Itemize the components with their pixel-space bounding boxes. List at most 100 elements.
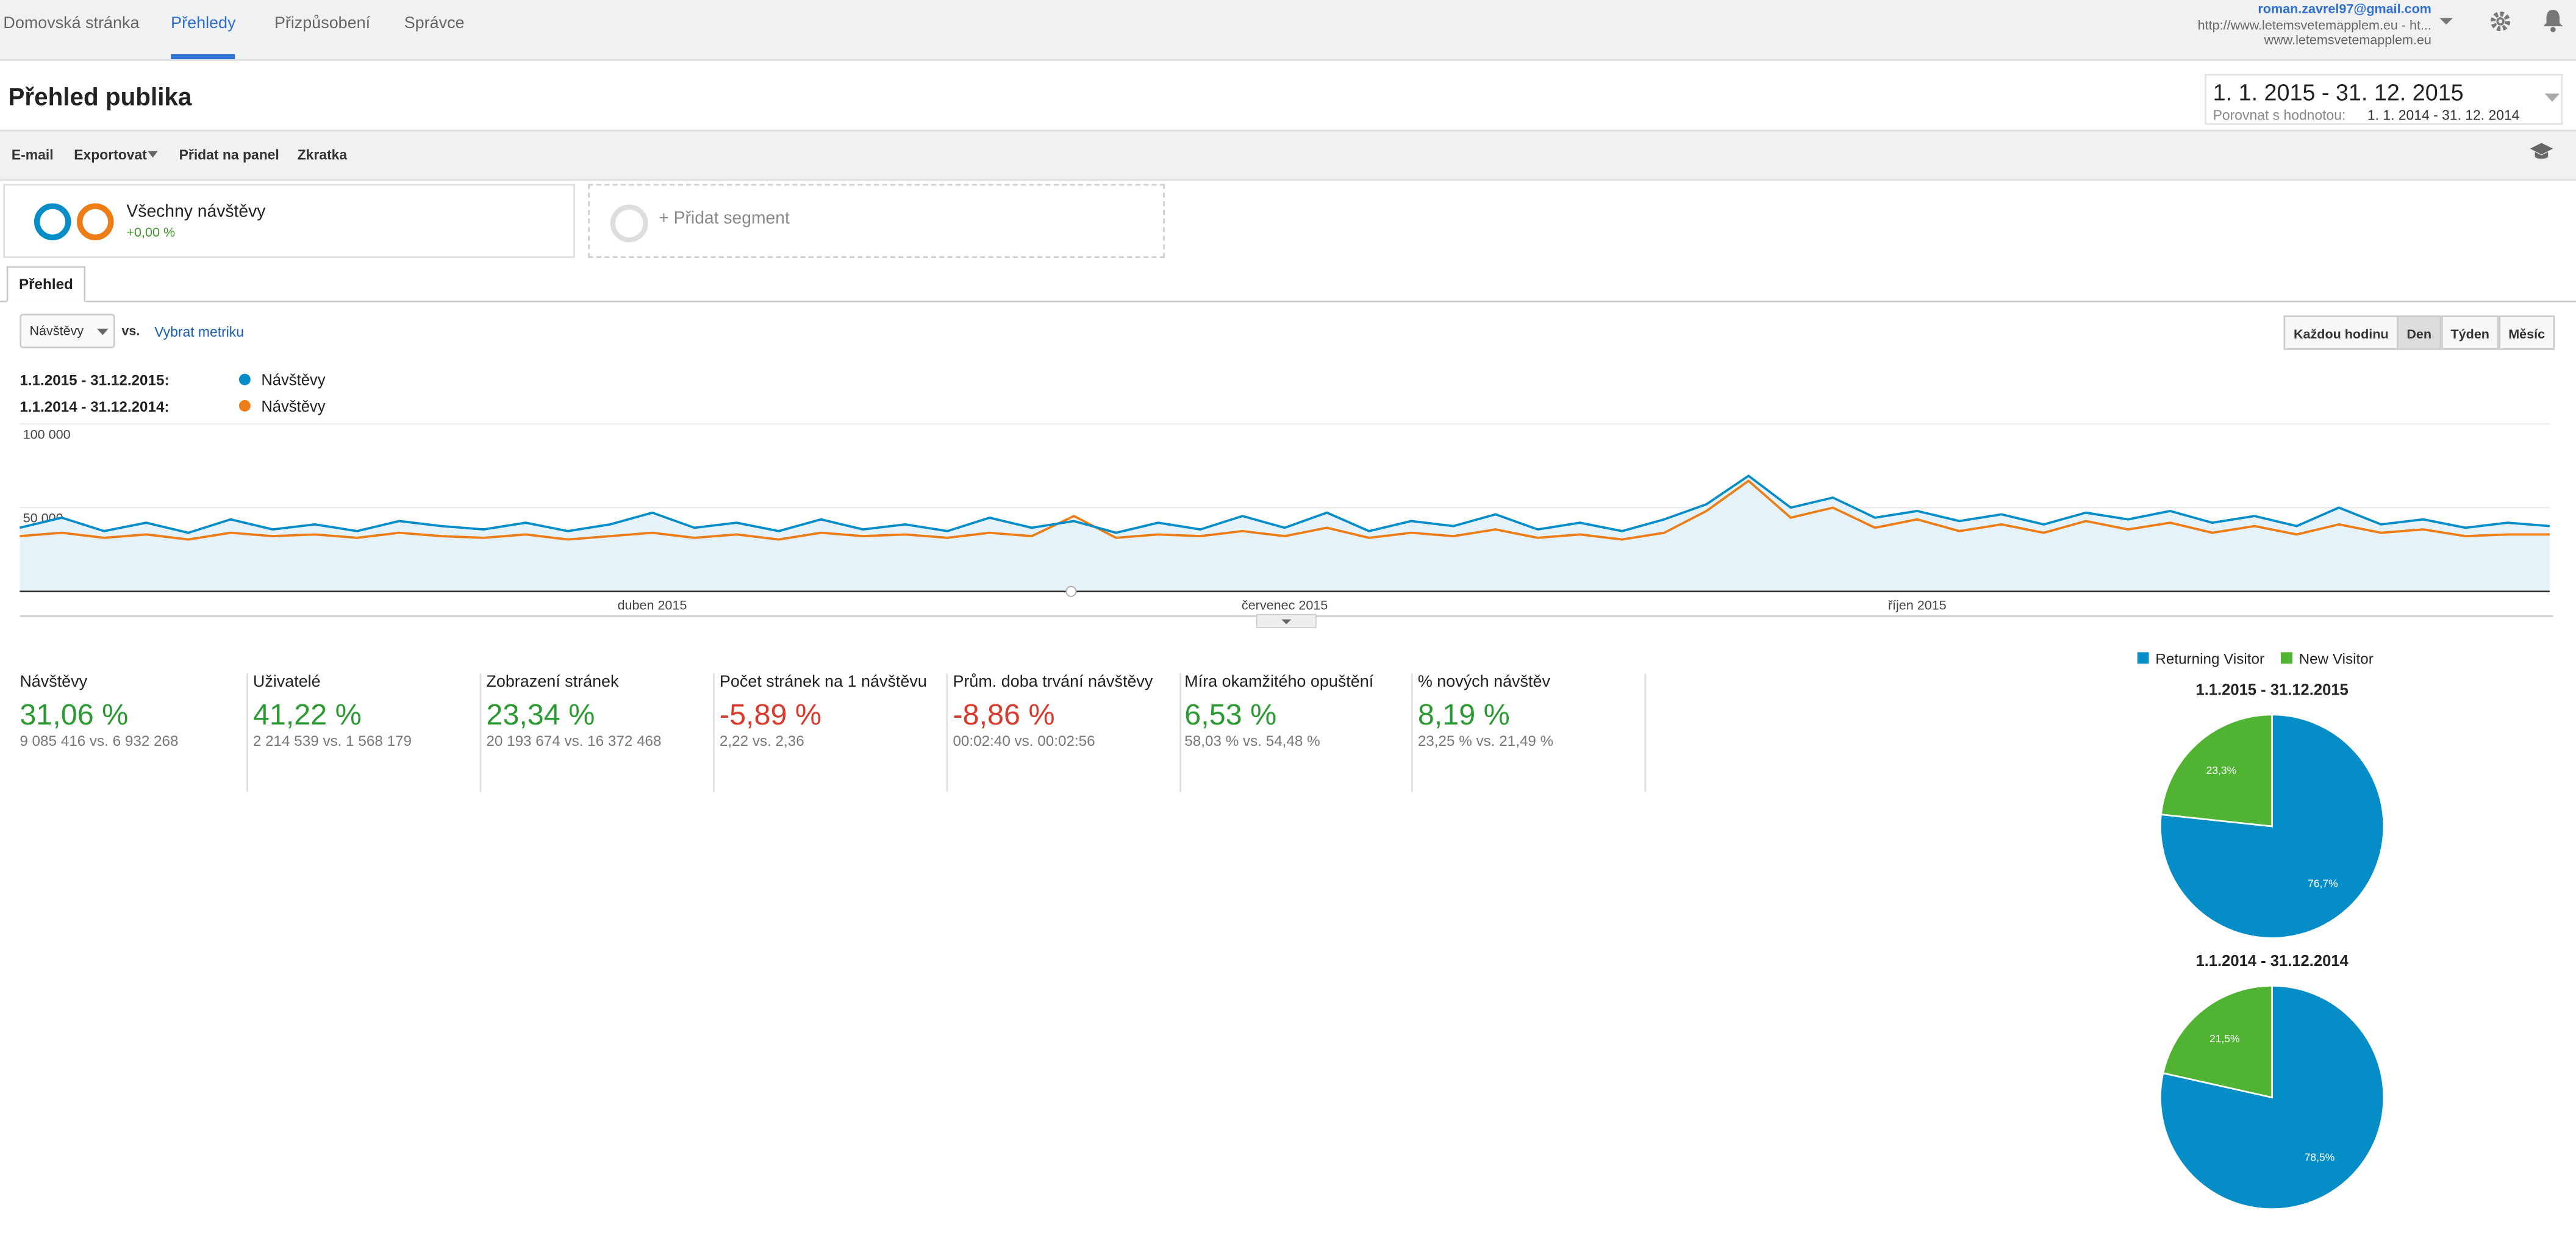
metric-name: % nových návštěv bbox=[1417, 673, 1550, 692]
metric-card[interactable]: Zobrazení stránek 23,34 % 20 193 674 vs. 1… bbox=[486, 673, 715, 792]
legend-marker bbox=[238, 399, 251, 412]
account-url: www.letemsvetemapplem.eu bbox=[2264, 32, 2431, 48]
top-nav: Domovská stránka Přehledy Přizpůsobení Sprá… bbox=[0, 0, 2576, 61]
pie-label: 78,5% bbox=[2305, 1151, 2335, 1163]
toolbar: E-mail Exportovat Přidat na panel Zkratka bbox=[0, 129, 2576, 181]
metric-change: -5,89 % bbox=[719, 698, 822, 731]
legend-name: Návštěvy bbox=[261, 372, 325, 389]
tab[interactable]: Přehled bbox=[6, 266, 86, 302]
legend-period: 1.1.2015 - 31.12.2015: bbox=[20, 373, 169, 389]
legend-marker bbox=[238, 373, 251, 385]
legend-label: Returning Visitor bbox=[2155, 651, 2264, 667]
nav-item[interactable]: Domovská stránka bbox=[3, 15, 140, 33]
metric-detail: 58,03 % vs. 54,48 % bbox=[1184, 732, 1320, 750]
notifications-icon[interactable] bbox=[2541, 8, 2564, 32]
metric-detail: 23,25 % vs. 21,49 % bbox=[1417, 732, 1554, 750]
pie-title: 1.1.2015 - 31.12.2015 bbox=[2195, 682, 2348, 699]
metric-detail: 2 214 539 vs. 1 568 179 bbox=[252, 732, 412, 750]
page-title: Přehled publika bbox=[8, 84, 192, 112]
segment-add-label: + Přidat segment bbox=[659, 209, 790, 229]
segment-add-icon bbox=[610, 204, 648, 243]
academy-icon[interactable] bbox=[2528, 141, 2555, 161]
granularity-button[interactable]: Každou hodinu bbox=[2283, 315, 2399, 350]
legend-label: New Visitor bbox=[2299, 651, 2374, 667]
granularity-button[interactable]: Měsíc bbox=[2499, 315, 2555, 350]
pie-label: 76,7% bbox=[2308, 877, 2338, 889]
pie-label: 21,5% bbox=[2209, 1032, 2240, 1045]
nav-item[interactable]: Správce bbox=[404, 15, 465, 33]
y-tick-label: 100 000 bbox=[23, 426, 71, 442]
metric-card[interactable]: Počet stránek na 1 návštěvu -5,89 % 2,22 v… bbox=[720, 673, 948, 792]
account-dropdown[interactable] bbox=[2438, 15, 2455, 28]
segment-icons bbox=[34, 203, 114, 240]
toolbar-item[interactable]: Přidat na panel bbox=[179, 146, 279, 163]
legend-swatch bbox=[2137, 652, 2149, 664]
pie-slice bbox=[2162, 984, 2273, 1099]
metric-change: 31,06 % bbox=[20, 698, 129, 731]
account-site: http://www.letemsvetemapplem.eu - ht... bbox=[2197, 17, 2431, 32]
segment-name: Všechny návštěvy bbox=[126, 202, 266, 222]
series-line bbox=[19, 474, 2550, 534]
metric-name: Míra okamžitého opuštění bbox=[1184, 673, 1374, 692]
toolbar-item[interactable]: E-mail bbox=[11, 146, 54, 163]
date-range-picker[interactable]: 1. 1. 2015 - 31. 12. 2015 Porovnat s hod… bbox=[2205, 74, 2563, 125]
toolbar-item[interactable]: Zkratka bbox=[297, 146, 348, 163]
metric-detail: 00:02:40 vs. 00:02:56 bbox=[953, 732, 1095, 750]
date-dropdown bbox=[2544, 93, 2560, 102]
metric-name: Uživatelé bbox=[252, 673, 321, 692]
segment-active[interactable]: Všechny návštěvy +0,00 % bbox=[3, 184, 575, 258]
account-email: roman.zavrel97@gmail.com bbox=[2258, 1, 2431, 16]
compare-label: Porovnat s hodnotou: bbox=[2213, 107, 2346, 124]
legend-swatch bbox=[2281, 652, 2292, 664]
metric-card[interactable]: Prům. doba trvání návštěvy -8,86 % 00:02:4… bbox=[953, 673, 1181, 792]
metric-select-label: Návštěvy bbox=[29, 323, 84, 338]
pie-label: 23,3% bbox=[2206, 764, 2237, 776]
metric-change: 8,19 % bbox=[1417, 698, 1510, 731]
segment-add[interactable]: + Přidat segment bbox=[588, 184, 1165, 258]
metric-change: 23,34 % bbox=[486, 698, 595, 731]
pie-charts: Returning Visitor New Visitor 1.1.2015 - 3… bbox=[2137, 651, 2385, 1210]
metric-change: 41,22 % bbox=[252, 698, 362, 731]
export-caret bbox=[148, 151, 158, 158]
toolbar-item[interactable]: Exportovat bbox=[74, 146, 147, 163]
tab-border bbox=[0, 300, 2576, 302]
metric-card[interactable]: Míra okamžitého opuštění 6,53 % 58,03 % vs… bbox=[1184, 673, 1413, 792]
compare-range: 1. 1. 2014 - 31. 12. 2014 bbox=[2367, 107, 2520, 124]
choose-metric[interactable]: Vybrat metriku bbox=[154, 323, 244, 340]
account[interactable]: roman.zavrel97@gmail.com http://www.lete… bbox=[2198, 2, 2431, 49]
metric-name: Zobrazení stránek bbox=[486, 673, 619, 692]
metric-select[interactable]: Návštěvy bbox=[20, 313, 115, 349]
metric-detail: 20 193 674 vs. 16 372 468 bbox=[486, 732, 662, 750]
granularity-button[interactable]: Týden bbox=[2441, 315, 2499, 350]
settings-icon[interactable] bbox=[2489, 10, 2512, 33]
metric-detail: 2,22 vs. 2,36 bbox=[719, 732, 804, 750]
metric-select-arrow bbox=[96, 328, 109, 335]
nav-item[interactable]: Přizpůsobení bbox=[274, 15, 371, 33]
metric-card[interactable]: Návštěvy 31,06 % 9 085 416 vs. 6 932 268 bbox=[20, 673, 248, 792]
metric-name: Počet stránek na 1 návštěvu bbox=[719, 673, 927, 692]
legend-name: Návštěvy bbox=[261, 398, 325, 415]
line-chart: 1.1.2015 - 31.12.2015: Návštěvy 1.1.2014 -… bbox=[19, 372, 2553, 628]
chart-resize-arrow bbox=[1281, 619, 1292, 624]
metric-name: Návštěvy bbox=[20, 673, 88, 692]
nav-item[interactable]: Přehledy bbox=[171, 0, 236, 59]
x-tick-label: říjen 2015 bbox=[1888, 597, 1947, 612]
metric-detail: 9 085 416 vs. 6 932 268 bbox=[20, 732, 179, 750]
x-tick-label: duben 2015 bbox=[618, 597, 687, 612]
metric-card[interactable]: % nových návštěv 8,19 % 23,25 % vs. 21,49 … bbox=[1417, 673, 1647, 792]
metric-name: Prům. doba trvání návštěvy bbox=[953, 673, 1153, 692]
date-range: 1. 1. 2015 - 31. 12. 2015 bbox=[2213, 79, 2464, 106]
pie-slice bbox=[2160, 714, 2273, 828]
legend-period: 1.1.2014 - 31.12.2014: bbox=[20, 399, 169, 415]
segment-change: +0,00 % bbox=[126, 225, 176, 240]
metric-change: 6,53 % bbox=[1184, 698, 1277, 731]
x-tick-label: červenec 2015 bbox=[1242, 597, 1328, 612]
annotation-marker[interactable] bbox=[1065, 585, 1077, 597]
vs-label: vs. bbox=[121, 323, 140, 338]
pie-title: 1.1.2014 - 31.12.2014 bbox=[2195, 953, 2349, 970]
metric-card[interactable]: Uživatelé 41,22 % 2 214 539 vs. 1 568 179 bbox=[252, 673, 482, 792]
granularity-button[interactable]: Den bbox=[2397, 315, 2442, 350]
